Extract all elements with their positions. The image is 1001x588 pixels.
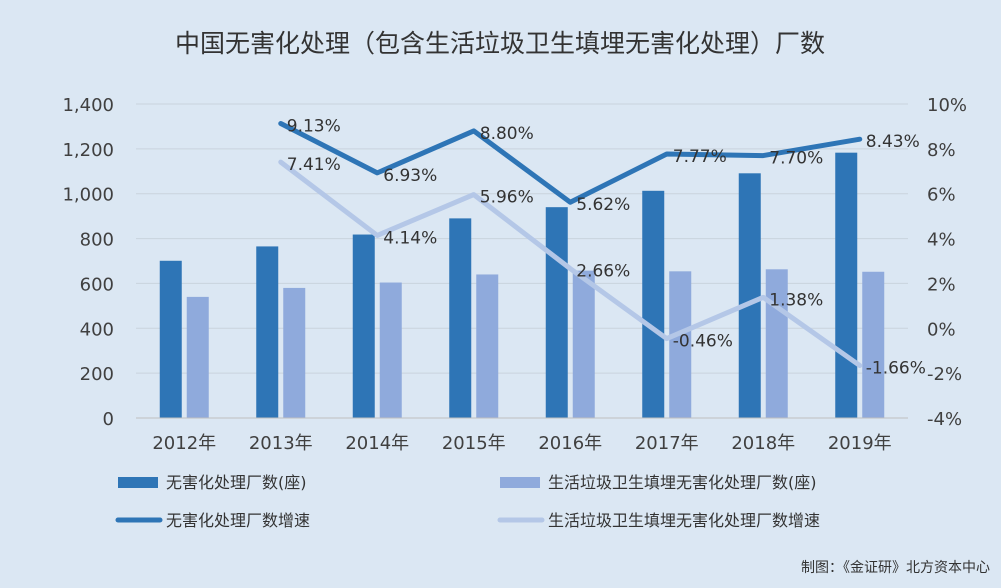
x-tick-label: 2019年 [828,433,892,454]
bar [545,207,568,418]
x-tick-label: 2017年 [635,433,699,454]
legend-swatch [500,477,540,488]
lines [278,121,863,369]
y-left-tick-label: 0 [103,409,114,430]
y-left-tick-label: 600 [80,274,114,295]
bar [186,296,209,418]
x-tick-label: 2014年 [345,433,409,454]
data-label: 5.96% [480,188,534,208]
y-right-tick-label: -4% [927,409,962,430]
y-left-tick-label: 200 [80,364,114,385]
axes: 0 200 400 600 800 1,000 1,200 1,400 -4% -2% 0% 2% 4%… [62,95,967,454]
x-tick-label: 2015年 [442,433,506,454]
bar [379,282,402,418]
data-labels: 9.13% 6.93% 8.80% 5.62% 7.77% 7.70% 8.43% 7.41%… [287,117,926,379]
legend: 无害化处理厂数(座) 生活垃圾卫生填埋无害化处理厂数(座) 无害化处理厂数增速 生活垃… [115,473,820,530]
data-label: 2.66% [576,262,630,282]
x-tick-label: 2018年 [731,433,795,454]
legend-label: 生活垃圾卫生填埋无害化处理厂数(座) [548,473,817,492]
chart-title: 中国无害化处理（包含生活垃圾卫生填埋无害化处理）厂数 [175,29,825,58]
legend-label: 无害化处理厂数(座) [166,473,307,492]
legend-label: 生活垃圾卫生填埋无害化处理厂数增速 [548,511,820,530]
bar [256,246,279,418]
data-label: -1.66% [866,359,926,379]
data-label: 5.62% [576,195,630,215]
y-right-tick-label: 10% [927,95,967,116]
y-left-tick-label: 1,400 [62,95,114,116]
data-label: 6.93% [383,166,437,186]
bar [283,287,306,418]
data-label: 7.41% [287,155,341,175]
y-left-tick-label: 400 [80,319,114,340]
data-label: 8.80% [480,124,534,144]
bar [642,190,665,418]
bar [572,270,595,418]
y-left-tick-label: 1,200 [62,140,114,161]
data-label: 7.77% [673,147,727,167]
data-label: 7.70% [769,149,823,169]
source-note: 制图：《金证研》北方资本中心 [801,560,990,576]
series-line [278,159,863,369]
bar [835,152,858,419]
x-tick-label: 2012年 [152,433,216,454]
x-tick-label: 2013年 [249,433,313,454]
bar [449,218,472,418]
y-left-tick-label: 800 [80,230,114,251]
y-right-tick-label: -2% [927,364,962,385]
y-right-tick-label: 2% [927,274,956,295]
data-label: -0.46% [673,332,733,352]
bar [669,271,692,418]
bar [159,260,182,418]
data-label: 8.43% [866,132,920,152]
legend-label: 无害化处理厂数增速 [166,511,310,530]
data-label: 4.14% [383,228,437,248]
y-right-tick-label: 8% [927,140,956,161]
bar [765,269,788,418]
legend-swatch [118,477,158,488]
y-right-tick-label: 0% [927,319,956,340]
x-tick-label: 2016年 [538,433,602,454]
data-label: 1.38% [769,290,823,310]
bars [159,152,885,419]
bar [352,234,375,418]
series-line [278,121,863,205]
y-right-tick-label: 4% [927,230,956,251]
bar [476,274,499,418]
y-right-tick-label: 6% [927,185,956,206]
data-label: 9.13% [287,117,341,137]
y-left-tick-label: 1,000 [62,185,114,206]
bar [738,173,761,418]
bar [862,271,885,418]
